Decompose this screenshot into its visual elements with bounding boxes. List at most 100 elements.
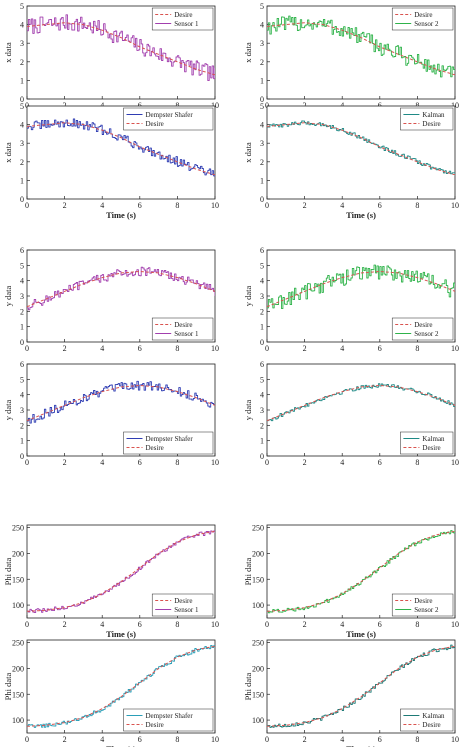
- x-tick-label-phi-sensor2: 2: [303, 620, 307, 629]
- legend-box-y-sensor2: [391, 317, 454, 341]
- x-tick-label-y-sensor2: 0: [265, 344, 269, 353]
- y-tick-label-phi-dempster: 150: [12, 690, 24, 699]
- y-tick-label-x-sensor1: 2: [20, 58, 24, 67]
- chart-phi-sensor1: 0 2 4 6 8 10 100 150 200 250 Time (s) Phi data Desir…: [3, 524, 219, 639]
- legend-box-phi-kalman: [400, 708, 454, 732]
- x-tick-label-x-sensor1: 8: [175, 101, 179, 110]
- y-tick-label-y-dempster: 5: [20, 375, 24, 384]
- legend-label-desire-phi-kalman: Desire: [422, 721, 440, 729]
- legend-label-kalman-y-kalman: Kalman: [422, 435, 445, 443]
- y-tick-label-x-kalman: 2: [260, 158, 264, 167]
- x-tick-label-phi-dempster: 6: [138, 735, 142, 744]
- y-tick-label-x-sensor1: 3: [20, 39, 24, 48]
- series-line-desire-x-dempster: [27, 122, 215, 176]
- y-axis-label-phi-dempster: Phi data: [3, 672, 13, 700]
- x-tick-label-y-sensor1: 10: [211, 344, 219, 353]
- x-tick-label-y-sensor2: 10: [451, 344, 459, 353]
- legend-label-kalman_phi-phi-kalman: Kalman: [422, 712, 445, 720]
- chart-phi-dempster: 0 2 4 6 8 10 100 150 200 250 Time (s) Phi data Demps…: [3, 639, 219, 747]
- x-tick-label-y-sensor1: 4: [100, 344, 104, 353]
- x-tick-label-x-dempster: 0: [25, 201, 29, 210]
- legend-label-desire-x-sensor2: Desire: [414, 11, 432, 19]
- y-tick-label-y-sensor1: 0: [20, 338, 24, 347]
- y-tick-label-phi-kalman: 150: [252, 690, 264, 699]
- x-tick-label-phi-dempster: 2: [63, 735, 67, 744]
- x-tick-label-x-sensor1: 10: [211, 101, 219, 110]
- plot-frame-y-sensor2: [266, 249, 456, 343]
- x-tick-label-x-sensor2: 4: [340, 101, 344, 110]
- y-tick-label-y-sensor2: 1: [260, 323, 264, 332]
- series-line-kalman-y-kalman: [267, 383, 455, 422]
- y-tick-label-y-kalman: 6: [260, 360, 264, 369]
- x-tick-label-x-dempster: 10: [211, 201, 219, 210]
- y-tick-label-phi-sensor2: 100: [252, 601, 264, 610]
- y-tick-label-y-kalman: 0: [260, 452, 264, 461]
- series-line-desire-y-kalman: [267, 384, 455, 422]
- series-line-desire-y-dempster: [27, 384, 215, 422]
- x-tick-label-y-dempster: 0: [25, 458, 29, 467]
- legend-box-x-dempster: [123, 107, 214, 131]
- y-tick-label-x-dempster: 0: [20, 195, 24, 204]
- legend-label-dempster-x-dempster: Dempster Shafer: [146, 111, 194, 119]
- legend-label-desire-y-sensor1: Desire: [174, 321, 192, 329]
- legend-label-desire-y-kalman: Desire: [422, 444, 440, 452]
- legend-box-phi-dempster: [123, 708, 214, 732]
- y-tick-label-x-dempster: 3: [20, 139, 24, 148]
- y-tick-label-y-sensor2: 3: [260, 292, 264, 301]
- x-tick-label-y-kalman: 0: [265, 458, 269, 467]
- y-tick-label-phi-dempster: 200: [12, 664, 24, 673]
- legend-label-desire-x-dempster: Desire: [146, 120, 164, 128]
- legend-label-desire-y-dempster: Desire: [146, 444, 164, 452]
- legend-box-y-sensor1: [151, 317, 214, 341]
- x-tick-label-x-sensor1: 4: [100, 101, 104, 110]
- y-axis-label-x-sensor1: x data: [3, 42, 13, 63]
- x-tick-label-phi-dempster: 8: [175, 735, 179, 744]
- x-tick-label-y-sensor2: 6: [378, 344, 382, 353]
- x-tick-label-y-dempster: 10: [211, 458, 219, 467]
- y-tick-label-x-sensor2: 1: [260, 76, 264, 85]
- y-axis-label-y-kalman: y data: [243, 400, 253, 421]
- x-tick-label-phi-sensor1: 0: [25, 620, 29, 629]
- x-tick-label-x-kalman: 6: [378, 201, 382, 210]
- x-axis-label-x-dempster: Time (s): [106, 210, 136, 220]
- y-tick-label-x-kalman: 5: [260, 102, 264, 111]
- y-tick-label-x-dempster: 5: [20, 102, 24, 111]
- y-tick-label-y-kalman: 1: [260, 437, 264, 446]
- x-tick-label-x-kalman: 8: [415, 201, 419, 210]
- chart-phi-sensor2: 0 2 4 6 8 10 100 150 200 250 Time (s) Phi data Desir…: [243, 524, 459, 639]
- y-axis-label-x-sensor2: x data: [243, 42, 253, 63]
- legend-label-desire-phi-dempster: Desire: [146, 721, 164, 729]
- y-tick-label-y-dempster: 1: [20, 437, 24, 446]
- legend-label-desire-phi-sensor2: Desire: [414, 597, 432, 605]
- y-axis-label-y-sensor1: y data: [3, 286, 13, 307]
- y-tick-label-y-sensor1: 5: [20, 261, 24, 270]
- y-tick-label-y-sensor1: 4: [20, 277, 24, 286]
- x-tick-label-phi-sensor2: 6: [378, 620, 382, 629]
- y-tick-label-phi-kalman: 200: [252, 664, 264, 673]
- x-tick-label-phi-sensor2: 10: [451, 620, 459, 629]
- x-axis-label-x-kalman: Time (s): [346, 210, 376, 220]
- x-tick-label-x-sensor2: 0: [265, 101, 269, 110]
- chart-x-dempster: 0 2 4 6 8 10 0 1 2 3 4 5 Time (s) x data Dempster Shaf…: [3, 102, 219, 220]
- x-tick-label-x-dempster: 2: [63, 201, 67, 210]
- x-tick-label-y-sensor1: 2: [63, 344, 67, 353]
- legend-label-kalman-x-kalman: Kalman: [422, 111, 445, 119]
- y-tick-label-y-dempster: 4: [20, 391, 24, 400]
- legend-label-desire-y-sensor2: Desire: [414, 321, 432, 329]
- x-tick-label-x-sensor1: 2: [63, 101, 67, 110]
- y-tick-label-y-sensor2: 0: [260, 338, 264, 347]
- x-tick-label-x-kalman: 4: [340, 201, 344, 210]
- series-line-sensor1-x-sensor1: [27, 14, 215, 82]
- x-tick-label-y-dempster: 4: [100, 458, 104, 467]
- y-tick-label-phi-kalman: 100: [252, 716, 264, 725]
- legend-label-sensor1-phi-sensor1: Sensor 1: [174, 606, 199, 614]
- legend-label-sensor2-y-sensor2: Sensor 2: [414, 330, 439, 338]
